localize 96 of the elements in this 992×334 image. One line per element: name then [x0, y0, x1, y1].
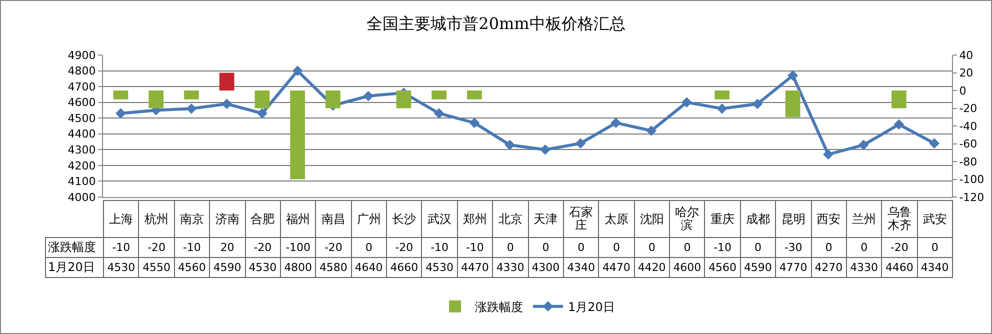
y-tick-label: 4800 [68, 64, 96, 78]
y-tick-label: 4200 [68, 159, 96, 172]
data-label: 4530 [245, 258, 280, 278]
legend-label: 1月20日 [568, 300, 615, 314]
x-tick-label: 沈阳 [634, 200, 670, 238]
x-tick-label: 石家庄 [563, 200, 599, 238]
y2-tick-label: 0 [959, 84, 966, 98]
y-tick-label: 4700 [68, 80, 96, 94]
y2-tick-label: 20 [959, 66, 974, 80]
data-label: 0 [563, 238, 599, 258]
data-label: 0 [598, 238, 634, 258]
data-label: 4560 [174, 258, 210, 278]
data-label: -10 [422, 238, 458, 258]
x-tick-label: 武安 [917, 200, 952, 238]
y-tick-label: 4100 [68, 175, 96, 188]
chart-title: 全国主要城市普20mm中板价格汇总 [366, 14, 626, 33]
data-label: -30 [776, 238, 811, 258]
x-tick-label: 北京 [492, 200, 528, 238]
data-label: 4340 [917, 258, 952, 278]
x-tick-label: 福州 [280, 200, 316, 238]
data-label: 4800 [280, 258, 316, 278]
x-tick-label: 天津 [528, 200, 564, 238]
data-label: 4460 [882, 258, 918, 278]
data-label: 0 [917, 238, 952, 258]
data-label: -10 [174, 238, 210, 258]
data-label: 4580 [316, 258, 352, 278]
data-label: -10 [104, 238, 139, 258]
data-label: 4330 [846, 258, 882, 278]
y2-tick-label: 40 [959, 48, 974, 62]
x-tick-label: 哈尔滨 [670, 200, 705, 238]
x-tick-label: 济南 [210, 200, 245, 238]
data-label: 0 [634, 238, 670, 258]
text: 1月20日 [48, 260, 95, 274]
y-tick-label: 4900 [68, 48, 96, 62]
data-label: -10 [704, 238, 740, 258]
legend-label: 涨跌幅度 [475, 300, 523, 314]
data-label: -20 [316, 238, 352, 258]
x-tick-label: 杭州 [138, 200, 174, 238]
data-label: 4560 [704, 258, 740, 278]
data-label: -20 [386, 238, 422, 258]
data-label: -10 [457, 238, 493, 258]
data-label: 20 [210, 238, 245, 258]
data-label: 4470 [598, 258, 634, 278]
x-tick-label: 西安 [811, 200, 846, 238]
data-label: 4590 [740, 258, 776, 278]
x-tick-label: 乌鲁木齐 [882, 200, 918, 238]
x-tick-label: 太原 [598, 200, 634, 238]
data-label: 4770 [776, 258, 811, 278]
data-label: 4530 [422, 258, 458, 278]
data-label: -20 [245, 238, 280, 258]
data-label: -20 [882, 238, 918, 258]
data-label: 4640 [351, 258, 386, 278]
data-label: 0 [351, 238, 386, 258]
data-label: 0 [670, 238, 705, 258]
x-tick-label: 上海 [104, 200, 139, 238]
x-tick-label: 南京 [174, 200, 210, 238]
y2-tick-label: -40 [959, 120, 978, 133]
data-label: 4470 [457, 258, 493, 278]
data-label: 4270 [811, 258, 846, 278]
data-label: -100 [280, 238, 316, 258]
x-tick-label: 成都 [740, 200, 776, 238]
x-tick-label: 广州 [351, 200, 386, 238]
data-label: 4590 [210, 258, 245, 278]
y-tick-label: 4000 [68, 190, 96, 204]
x-tick-label: 合肥 [245, 200, 280, 238]
text: 涨跌幅度 [48, 240, 96, 254]
data-label: 4300 [528, 258, 564, 278]
x-tick-label: 武汉 [422, 200, 458, 238]
data-label: 4420 [634, 258, 670, 278]
data-label: 4600 [670, 258, 705, 278]
data-label: 4330 [492, 258, 528, 278]
y2-tick-label: -100 [959, 173, 984, 186]
data-label: 0 [811, 238, 846, 258]
x-tick-label: 长沙 [386, 200, 422, 238]
x-tick-label: 兰州 [846, 200, 882, 238]
y2-tick-label: -120 [959, 190, 984, 204]
data-label: 0 [492, 238, 528, 258]
y2-tick-label: -80 [959, 155, 978, 168]
data-label: 4660 [386, 258, 422, 278]
data-label: 0 [528, 238, 564, 258]
y-tick-label: 4600 [68, 96, 96, 110]
y-tick-label: 4500 [68, 112, 96, 125]
data-label: 0 [846, 238, 882, 258]
y-tick-label: 4300 [68, 144, 96, 157]
x-tick-label: 南昌 [316, 200, 352, 238]
x-tick-label: 郑州 [457, 200, 493, 238]
data-label: 4530 [104, 258, 139, 278]
data-label: -20 [138, 238, 174, 258]
data-label: 4340 [563, 258, 599, 278]
x-tick-label: 重庆 [704, 200, 740, 238]
data-label: 0 [740, 238, 776, 258]
x-tick-label: 昆明 [776, 200, 811, 238]
data-label: 4550 [138, 258, 174, 278]
y2-tick-label: -20 [959, 102, 978, 116]
y-tick-label: 4400 [68, 128, 96, 141]
y2-tick-label: -60 [959, 138, 978, 151]
